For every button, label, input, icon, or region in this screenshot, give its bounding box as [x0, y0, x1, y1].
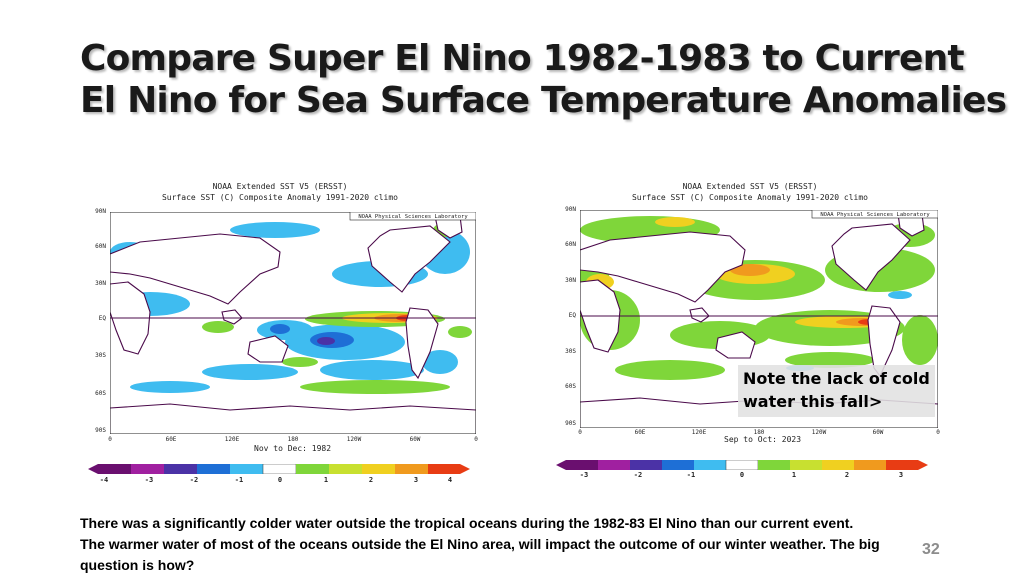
lat-label: 60N [565, 241, 576, 248]
lon-label: 180 [753, 429, 765, 436]
lon-label: 120E [691, 429, 707, 436]
note-callout: Note the lack of cold water this fall> [738, 365, 935, 417]
map-dataset-title: NOAA Extended SST V5 (ERSST) [212, 182, 348, 191]
title-line-2: El Nino for Sea Surface Temperature Anom… [80, 80, 1007, 121]
colorbar-gradient [88, 464, 470, 474]
lon-label: 60E [634, 429, 646, 436]
lat-label: 90N [95, 208, 106, 215]
map-subtitle: Surface SST (C) Composite Anomaly 1991-2… [161, 193, 398, 202]
sst-map-2023: NOAA Extended SST V5 (ERSST) Surface SST… [550, 180, 950, 470]
colorbar-1982: -4 -3 -2 -1 0 1 2 3 4 [88, 464, 470, 488]
continent-outlines [110, 215, 476, 434]
title-line-1: Compare Super El Nino 1982-1983 to Curre… [80, 38, 965, 79]
lon-label: 0 [936, 429, 940, 436]
sst-anomaly-plot-2023: NOAA Physical Sciences Laboratory [580, 210, 938, 428]
lon-label: 120W [346, 436, 362, 443]
colorbar-tick: -3 [144, 476, 154, 484]
lat-label: 90N [565, 206, 576, 213]
lat-label: EQ [568, 312, 576, 319]
lon-label: 0 [474, 436, 478, 443]
time-period-label: Nov to Dec: 1982 [254, 444, 332, 453]
lat-label: 60S [565, 383, 576, 390]
lat-label: 30S [95, 352, 106, 359]
colorbar-tick: 1 [791, 471, 797, 479]
colorbar-tick: -2 [633, 471, 643, 479]
sst-map-1982: NOAA Extended SST V5 (ERSST) Surface SST… [80, 180, 480, 490]
map-header-2023: NOAA Extended SST V5 (ERSST) Surface SST… [550, 182, 950, 202]
lat-label: EQ [98, 315, 106, 322]
map-header-1982: NOAA Extended SST V5 (ERSST) Surface SST… [80, 182, 480, 202]
lon-label: 60W [872, 429, 884, 436]
colorbar-tick: 2 [368, 476, 374, 484]
lat-label: 30N [565, 277, 576, 284]
time-period-label: Sep to Oct: 2023 [724, 435, 802, 444]
page-number: 32 [922, 541, 940, 558]
colorbar-tick: 3 [898, 471, 904, 479]
sst-anomaly-plot-1982: NOAA Physical Sciences Laboratory [110, 212, 476, 434]
lat-label: 30S [565, 348, 576, 355]
lat-label: 30N [95, 280, 106, 287]
lon-label: 60W [409, 436, 421, 443]
colorbar-tick: 3 [413, 476, 419, 484]
source-label: NOAA Physical Sciences Laboratory [820, 212, 930, 218]
colorbar-tick: 0 [739, 471, 745, 479]
colorbar-tick: 4 [447, 476, 453, 484]
colorbar-tick: -2 [189, 476, 199, 484]
colorbar-tick: 1 [323, 476, 329, 484]
lat-label: 90S [565, 420, 576, 427]
map-subtitle: Surface SST (C) Composite Anomaly 1991-2… [631, 193, 868, 202]
colorbar-tick: -1 [686, 471, 696, 479]
colorbar-2023: -3 -2 -1 0 1 2 3 [556, 460, 928, 484]
lat-label: 60S [95, 390, 106, 397]
lon-label: 120E [224, 436, 240, 443]
colorbar-tick: -1 [234, 476, 244, 484]
footer-text: There was a significantly colder water o… [80, 515, 880, 573]
colorbar-tick: -4 [99, 476, 109, 484]
lat-label: 60N [95, 243, 106, 250]
colorbar-tick: -3 [579, 471, 589, 479]
lon-label: 60E [165, 436, 177, 443]
lon-label: 0 [108, 436, 112, 443]
colorbar-tick: 2 [844, 471, 850, 479]
lon-label: 120W [811, 429, 827, 436]
lon-label: 0 [578, 429, 582, 436]
colorbar-tick: 0 [277, 476, 283, 484]
lon-label: 180 [287, 436, 299, 443]
source-label: NOAA Physical Sciences Laboratory [358, 214, 468, 220]
lat-label: 90S [95, 427, 106, 434]
slide-title: Compare Super El Nino 1982-1983 to Curre… [80, 38, 1007, 122]
map-dataset-title: NOAA Extended SST V5 (ERSST) [682, 182, 818, 191]
colorbar-gradient [556, 460, 928, 470]
